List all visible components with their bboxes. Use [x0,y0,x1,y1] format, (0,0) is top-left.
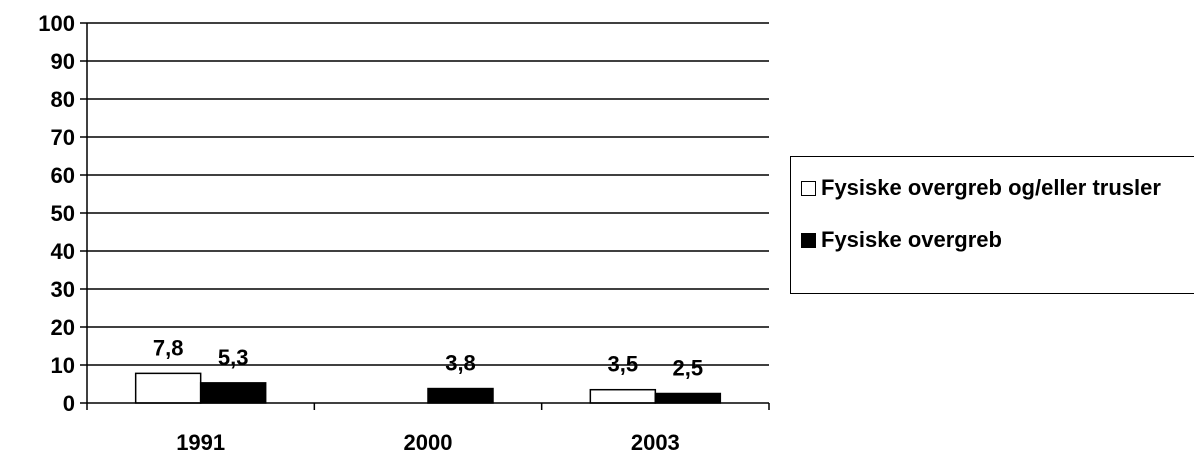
bar-white-2003 [589,388,657,404]
y-tick-label: 80 [51,87,75,112]
y-tick-label: 40 [51,239,75,264]
data-labels: 7,8 5,3 3,8 3,5 2,5 [153,335,703,380]
y-tick-label: 30 [51,277,75,302]
y-axis-tick-labels: 0 10 20 30 40 50 60 70 80 90 100 [38,11,75,416]
y-tick-label: 50 [51,201,75,226]
bar-black-2000 [427,387,494,404]
bars [134,372,722,404]
y-tick-label: 90 [51,49,75,74]
bar-black-1991 [199,382,267,404]
legend-item-series-1: Fysiske overgreb og/eller trusler [801,175,1194,201]
axes [86,23,770,410]
x-tick-label: 2003 [631,430,680,455]
y-tick-label: 10 [51,353,75,378]
y-tick-label: 20 [51,315,75,340]
bar-black-2003 [654,392,722,404]
data-label: 7,8 [153,335,184,360]
data-label: 2,5 [673,356,704,381]
data-label: 5,3 [218,345,249,370]
legend-swatch-white [801,181,816,196]
legend: Fysiske overgreb og/eller trusler Fysisk… [790,156,1194,294]
y-tick-label: 70 [51,125,75,150]
y-tick-label: 60 [51,163,75,188]
y-tick-label: 100 [38,11,75,36]
legend-label: Fysiske overgreb [821,227,1002,252]
x-tick-label: 1991 [176,430,225,455]
legend-label: Fysiske overgreb og/eller trusler [821,175,1161,200]
y-tick-label: 0 [63,391,75,416]
legend-swatch-black [801,233,816,248]
gridlines [80,22,769,404]
legend-item-series-2: Fysiske overgreb [801,227,1194,253]
bar-chart: 0 10 20 30 40 50 60 70 80 90 100 1991 2000 2003 7,8 5… [38,11,770,455]
data-label: 3,5 [608,352,639,377]
data-label: 3,8 [445,351,476,376]
x-axis-tick-labels: 1991 2000 2003 [176,430,680,455]
bar-white-1991 [134,372,202,404]
x-tick-label: 2000 [404,430,453,455]
